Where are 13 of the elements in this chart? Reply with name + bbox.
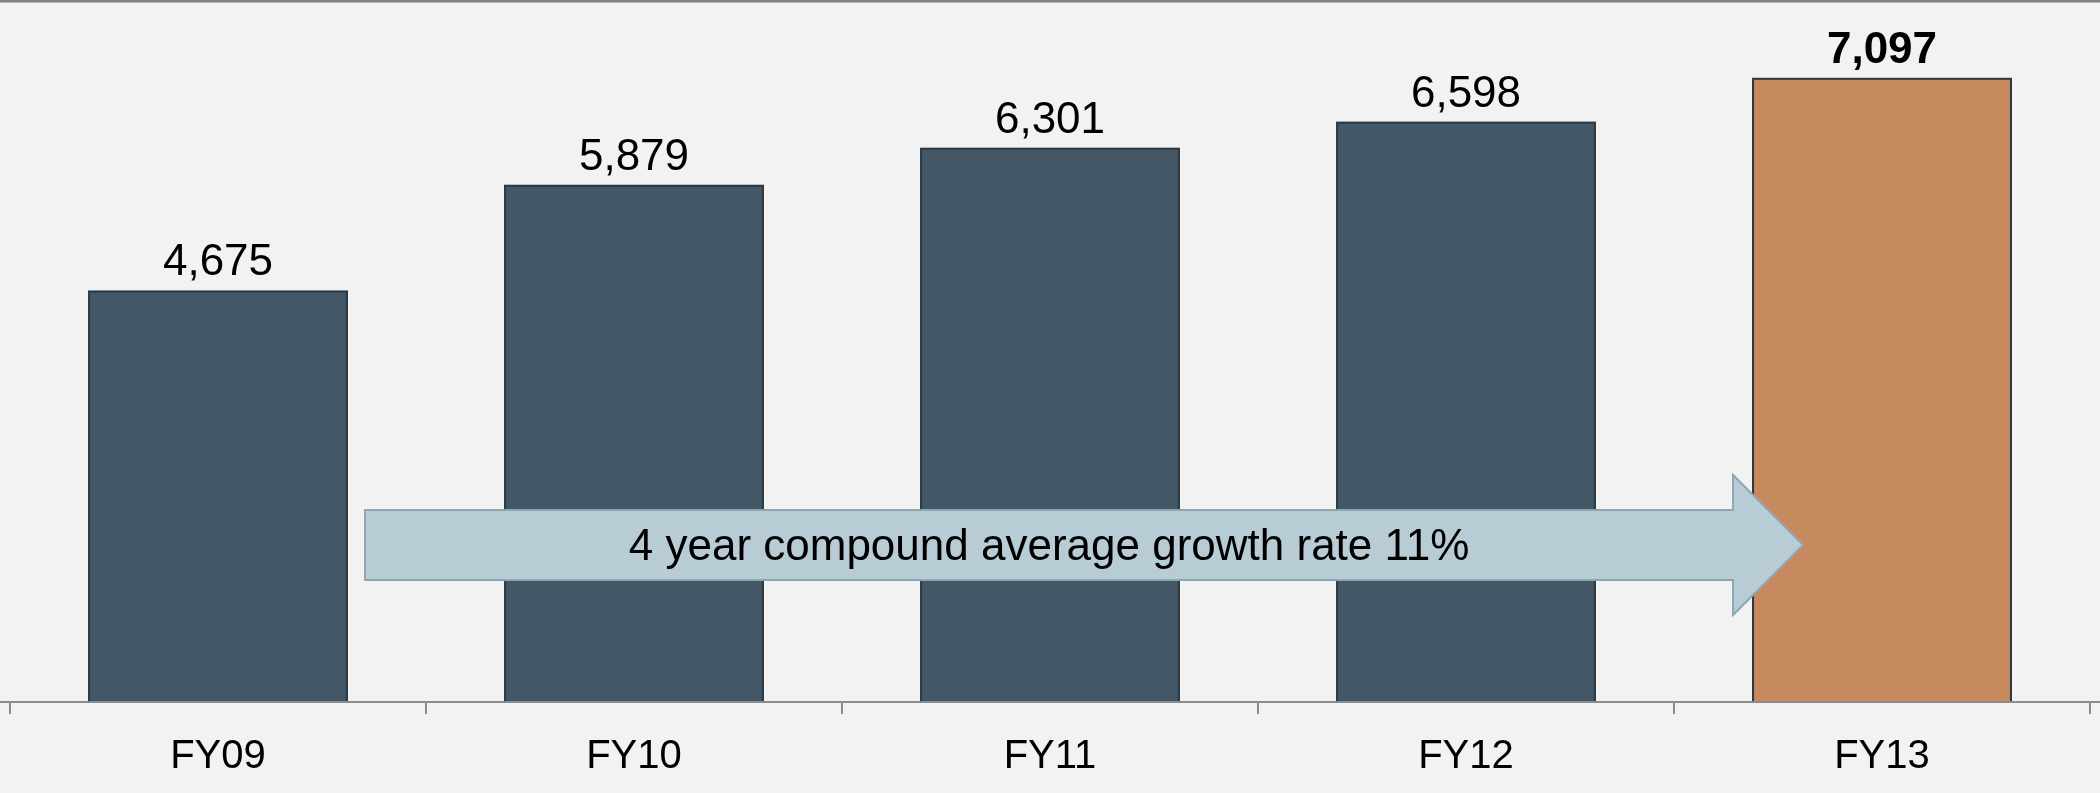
data-label: 6,301 bbox=[994, 92, 1106, 142]
bar bbox=[88, 290, 348, 703]
x-tick-label: FY13 bbox=[1834, 732, 1930, 776]
x-tick-label: FY09 bbox=[170, 732, 266, 776]
x-tick-label: FY11 bbox=[1003, 732, 1097, 776]
bar bbox=[1752, 77, 2012, 703]
data-label: 7,097 bbox=[1826, 22, 1938, 72]
data-label: 4,675 bbox=[162, 235, 274, 285]
x-tick-label: FY10 bbox=[586, 732, 682, 776]
data-label: 5,879 bbox=[578, 129, 690, 179]
x-tick-label: FY12 bbox=[1418, 732, 1514, 776]
data-label: 6,598 bbox=[1410, 66, 1522, 116]
annotation: 4 year compound average growth rate 11% bbox=[628, 520, 1470, 569]
